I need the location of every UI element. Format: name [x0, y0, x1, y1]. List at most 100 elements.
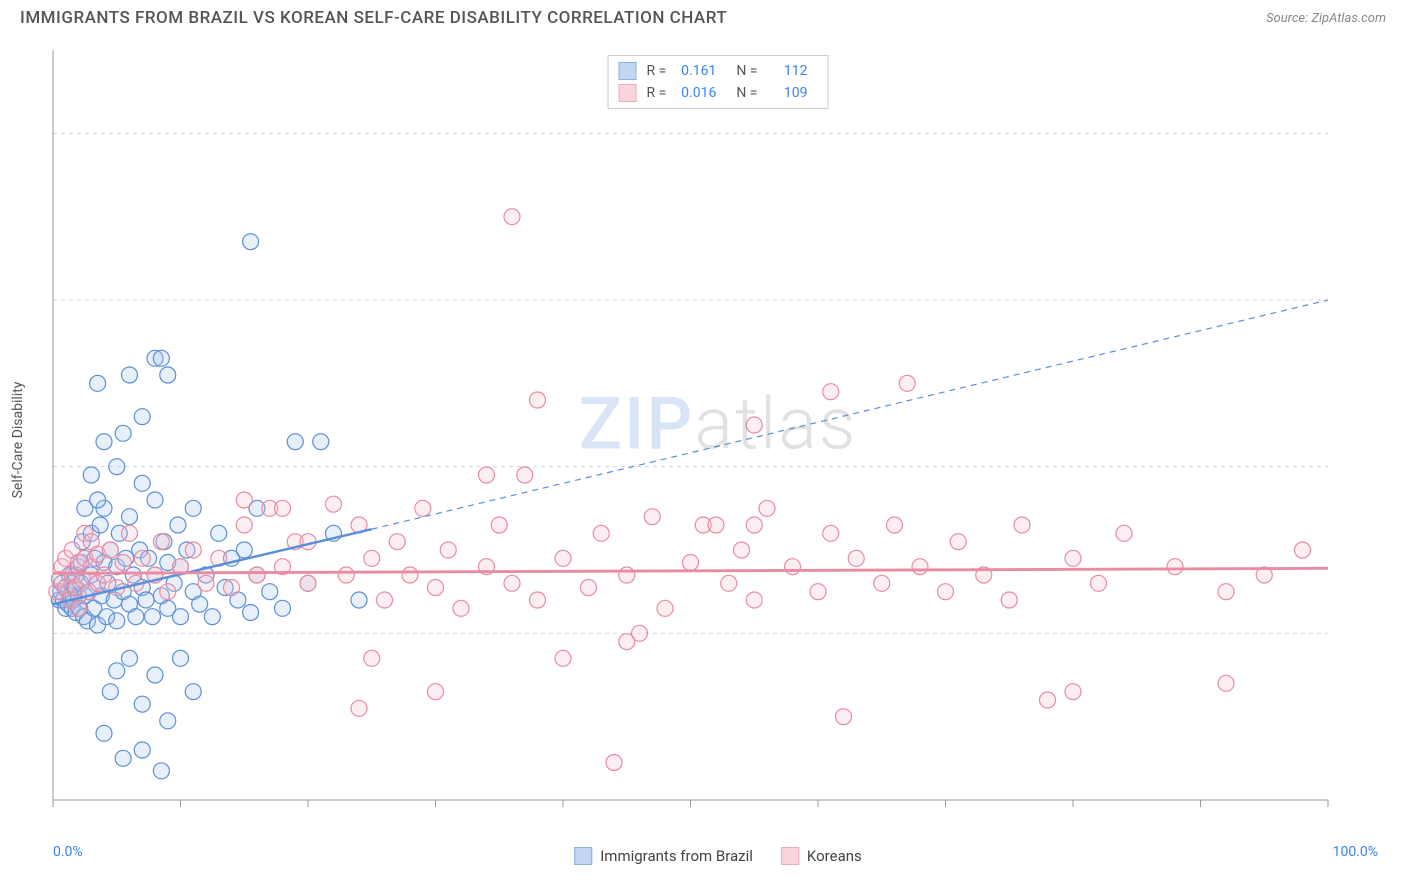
datapoint-brazil: [138, 592, 154, 608]
datapoint-korean: [338, 567, 354, 583]
datapoint-korean: [71, 600, 87, 616]
datapoint-korean: [96, 567, 112, 583]
datapoint-korean: [236, 492, 252, 508]
datapoint-korean: [1065, 550, 1081, 566]
datapoint-korean: [823, 525, 839, 541]
datapoint-brazil: [109, 613, 125, 629]
datapoint-korean: [236, 517, 252, 533]
datapoint-korean: [836, 709, 852, 725]
datapoint-korean: [134, 550, 150, 566]
datapoint-brazil: [96, 725, 112, 741]
legend-stats: R = 0.161 N = 112 R = 0.016 N = 109: [608, 55, 829, 109]
datapoint-brazil: [243, 605, 259, 621]
legend-series-item: Immigrants from Brazil: [574, 847, 753, 865]
datapoint-korean: [275, 500, 291, 516]
datapoint-brazil: [109, 459, 125, 475]
datapoint-korean: [377, 592, 393, 608]
datapoint-korean: [1001, 592, 1017, 608]
legend-series-label: Immigrants from Brazil: [600, 847, 753, 865]
datapoint-brazil: [77, 500, 93, 516]
datapoint-brazil: [185, 500, 201, 516]
xtick-label: 0.0%: [53, 844, 83, 860]
datapoint-korean: [122, 525, 138, 541]
datapoint-brazil: [134, 475, 150, 491]
datapoint-korean: [555, 550, 571, 566]
datapoint-korean: [115, 555, 131, 571]
datapoint-brazil: [134, 742, 150, 758]
datapoint-korean: [619, 567, 635, 583]
datapoint-brazil: [262, 584, 278, 600]
legend-swatch-brazil: [619, 62, 637, 80]
datapoint-korean: [899, 375, 915, 391]
legend-r-value: 0.161: [672, 63, 716, 79]
datapoint-korean: [657, 600, 673, 616]
datapoint-brazil: [134, 696, 150, 712]
datapoint-brazil: [160, 367, 176, 383]
datapoint-brazil: [173, 650, 189, 666]
datapoint-brazil: [90, 375, 106, 391]
datapoint-korean: [938, 584, 954, 600]
datapoint-brazil: [313, 434, 329, 450]
datapoint-korean: [950, 534, 966, 550]
datapoint-brazil: [160, 713, 176, 729]
datapoint-korean: [389, 534, 405, 550]
datapoint-korean: [504, 209, 520, 225]
datapoint-korean: [198, 575, 214, 591]
legend-r-label: R =: [647, 63, 667, 79]
datapoint-korean: [364, 650, 380, 666]
trendline-brazil-extrap: [372, 300, 1328, 529]
datapoint-korean: [555, 650, 571, 666]
legend-series: Immigrants from Brazil Koreans: [574, 847, 862, 865]
legend-n-value: 112: [763, 63, 807, 79]
xtick-label: 100.0%: [1333, 844, 1378, 860]
datapoint-korean: [530, 592, 546, 608]
datapoint-brazil: [170, 517, 186, 533]
datapoint-korean: [428, 684, 444, 700]
datapoint-brazil: [351, 592, 367, 608]
datapoint-korean: [593, 525, 609, 541]
datapoint-korean: [1040, 692, 1056, 708]
legend-stats-row: R = 0.016 N = 109: [619, 82, 818, 104]
datapoint-brazil: [122, 367, 138, 383]
datapoint-brazil: [153, 350, 169, 366]
datapoint-korean: [912, 559, 928, 575]
legend-n-label: N =: [736, 63, 757, 79]
y-axis-label: Self-Care Disability: [10, 382, 26, 499]
datapoint-brazil: [287, 434, 303, 450]
datapoint-korean: [1116, 525, 1132, 541]
datapoint-korean: [1014, 517, 1030, 533]
datapoint-korean: [504, 575, 520, 591]
datapoint-korean: [102, 542, 118, 558]
scatter-chart: Self-Care Disability ZIPatlas R = 0.161 …: [48, 45, 1388, 835]
chart-title: IMMIGRANTS FROM BRAZIL VS KOREAN SELF-CA…: [20, 8, 727, 28]
datapoint-korean: [402, 567, 418, 583]
datapoint-korean: [746, 517, 762, 533]
plot-svg: [48, 45, 1388, 835]
datapoint-brazil: [192, 596, 208, 612]
datapoint-brazil: [128, 609, 144, 625]
datapoint-korean: [683, 555, 699, 571]
datapoint-korean: [479, 467, 495, 483]
datapoint-korean: [823, 384, 839, 400]
datapoint-brazil: [96, 434, 112, 450]
datapoint-brazil: [134, 409, 150, 425]
legend-swatch-korean: [619, 84, 637, 102]
legend-swatch-brazil: [574, 847, 592, 865]
datapoint-brazil: [115, 425, 131, 441]
datapoint-korean: [874, 575, 890, 591]
datapoint-korean: [644, 509, 660, 525]
legend-swatch-korean: [781, 847, 799, 865]
datapoint-korean: [326, 496, 342, 512]
datapoint-korean: [785, 559, 801, 575]
legend-n-label: N =: [736, 85, 757, 101]
datapoint-korean: [1091, 575, 1107, 591]
datapoint-korean: [351, 700, 367, 716]
datapoint-korean: [1065, 684, 1081, 700]
datapoint-brazil: [115, 750, 131, 766]
legend-n-value: 109: [763, 85, 807, 101]
datapoint-korean: [759, 500, 775, 516]
datapoint-korean: [453, 600, 469, 616]
datapoint-brazil: [144, 609, 160, 625]
datapoint-brazil: [236, 542, 252, 558]
source-attribution: Source: ZipAtlas.com: [1266, 11, 1386, 26]
